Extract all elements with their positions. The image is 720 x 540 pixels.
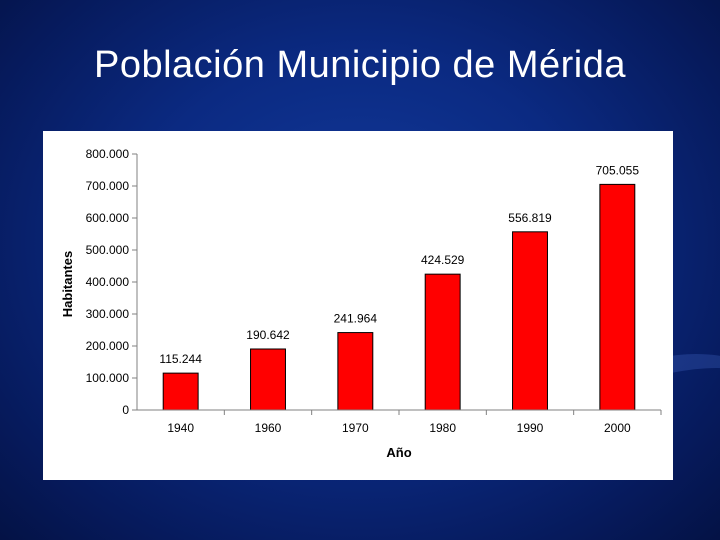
y-axis-title: Habitantes bbox=[60, 251, 75, 317]
bars: 115.244 190.642 241.964 424.529 556.819 705.0… bbox=[159, 163, 640, 411]
data-label-1970: 241.964 bbox=[334, 312, 378, 326]
y-tick-label: 600.000 bbox=[86, 211, 130, 225]
y-tick-label: 500.000 bbox=[86, 243, 130, 257]
data-label-1990: 556.819 bbox=[508, 211, 552, 225]
bar-chart: 0 100.000 200.000 300.000 400.000 500.000 600.… bbox=[60, 147, 662, 460]
y-tick-label: 100.000 bbox=[86, 371, 130, 385]
chart-panel: 0 100.000 200.000 300.000 400.000 500.000 600.… bbox=[43, 131, 673, 480]
bar-1990 bbox=[512, 231, 548, 411]
y-tick-label: 0 bbox=[122, 403, 129, 417]
x-axis-title: Año bbox=[386, 445, 411, 460]
y-tick-label: 700.000 bbox=[86, 179, 130, 193]
y-tick-label: 300.000 bbox=[86, 307, 130, 321]
y-tick-label: 800.000 bbox=[86, 147, 130, 161]
y-axis-ticks: 0 100.000 200.000 300.000 400.000 500.000 600.… bbox=[86, 147, 137, 417]
y-tick-label: 400.000 bbox=[86, 275, 130, 289]
x-axis-ticks: 1940 1960 1970 1980 1990 2000 bbox=[167, 410, 662, 435]
x-tick-label-1940: 1940 bbox=[167, 421, 194, 435]
bar-1970 bbox=[337, 332, 374, 411]
data-label-1980: 424.529 bbox=[421, 253, 465, 267]
bar-1960 bbox=[250, 348, 286, 411]
bar-2000 bbox=[599, 183, 636, 411]
x-tick-label-1970: 1970 bbox=[342, 421, 369, 435]
y-tick-label: 200.000 bbox=[86, 339, 130, 353]
x-tick-label-1990: 1990 bbox=[517, 421, 544, 435]
x-tick-label-1960: 1960 bbox=[255, 421, 282, 435]
x-tick-label-1980: 1980 bbox=[429, 421, 456, 435]
x-tick-label-2000: 2000 bbox=[604, 421, 631, 435]
data-label-2000: 705.055 bbox=[596, 163, 640, 177]
bar-1940 bbox=[162, 372, 199, 411]
data-label-1960: 190.642 bbox=[246, 328, 290, 342]
slide-title: Población Municipio de Mérida bbox=[93, 44, 626, 86]
bar-1980 bbox=[424, 273, 461, 411]
data-label-1940: 115.244 bbox=[159, 352, 202, 366]
